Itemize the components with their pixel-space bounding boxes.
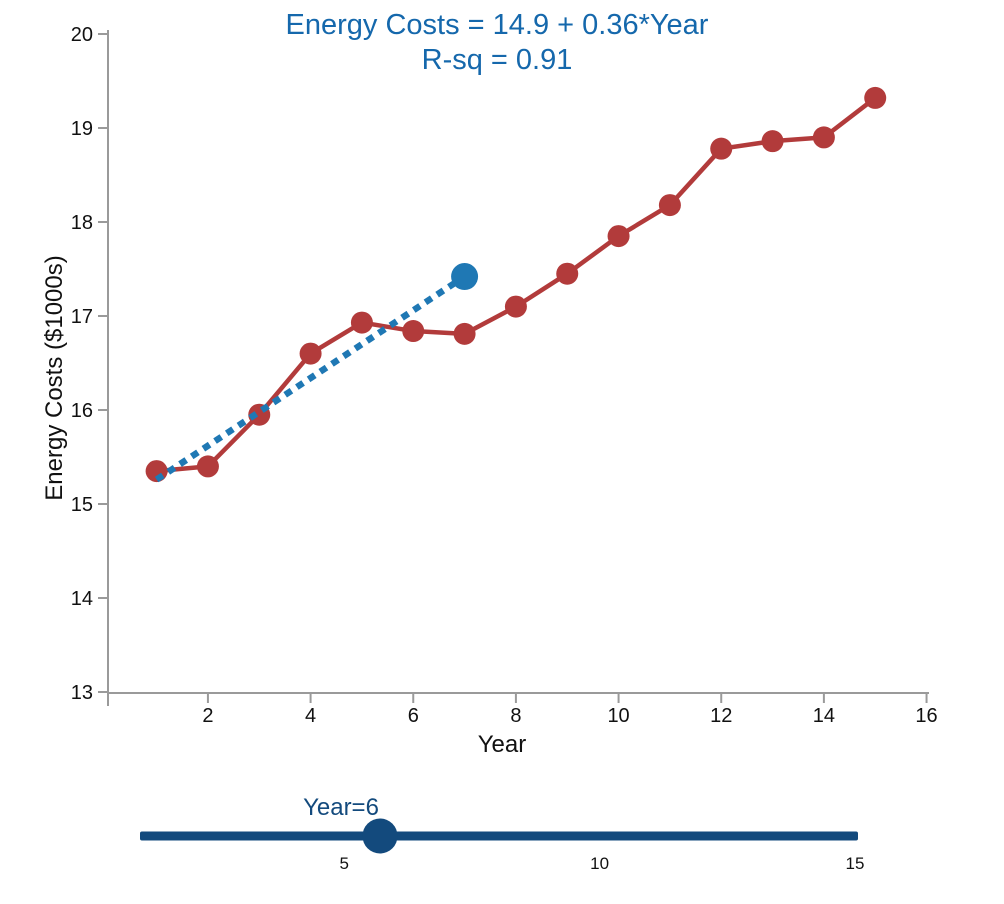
y-tick-label: 16: [71, 400, 93, 422]
slider-tick-label: 10: [590, 854, 609, 873]
series-group: [145, 86, 887, 483]
data-point-year-8: [504, 295, 527, 318]
chart-subtitle-rsq: R-sq = 0.91: [422, 44, 573, 76]
x-tick-label: 6: [408, 705, 419, 727]
y-tick-label: 18: [71, 212, 93, 234]
y-tick-label: 19: [71, 118, 93, 140]
slider-tick-label: 5: [340, 854, 349, 873]
axes-group: 2 4 6 8 10 12 14 16 13 14 15 16 17 18 19 20: [71, 24, 938, 727]
data-point-year-12: [710, 137, 733, 160]
data-point-year-10: [607, 225, 630, 248]
data-point-year-7: [453, 322, 476, 345]
y-tick-label: 14: [71, 588, 93, 610]
data-point-year-13: [761, 130, 784, 153]
data-point-year-2: [196, 455, 219, 478]
data-point-year-6: [402, 320, 425, 343]
slider-handle[interactable]: [362, 818, 398, 854]
x-tick-label: 4: [305, 705, 316, 727]
y-tick-label: 13: [71, 682, 93, 704]
data-point-year-11: [658, 194, 681, 217]
y-axis-label: Energy Costs ($1000s): [41, 255, 68, 500]
data-point-year-4: [299, 342, 322, 365]
slider-tick-labels: 5 10 15: [340, 854, 865, 873]
x-tick-label: 10: [607, 705, 629, 727]
y-tick-label: 17: [71, 306, 93, 328]
fit-line: [154, 273, 467, 483]
year-slider: Year=6 5 10 15: [140, 794, 864, 873]
data-point-year-14: [812, 126, 835, 149]
x-axis-label: Year: [478, 731, 527, 758]
y-tick-label: 15: [71, 494, 93, 516]
data-point-year-15: [864, 86, 887, 109]
x-tick-label: 14: [813, 705, 835, 727]
x-tick-label: 12: [710, 705, 732, 727]
slider-value-label: Year=6: [303, 794, 379, 821]
x-tick-label: 8: [510, 705, 521, 727]
slider-tick-label: 15: [846, 854, 865, 873]
x-tick-label: 16: [915, 705, 937, 727]
y-tick-label: 20: [71, 24, 93, 46]
data-point-year-9: [556, 262, 579, 285]
chart-title: Energy Costs = 14.9 + 0.36*Year: [286, 9, 709, 41]
fit-endpoint-marker: [451, 263, 479, 291]
data-point-year-5: [350, 311, 373, 334]
slider-track[interactable]: [140, 831, 858, 841]
x-tick-label: 2: [202, 705, 213, 727]
